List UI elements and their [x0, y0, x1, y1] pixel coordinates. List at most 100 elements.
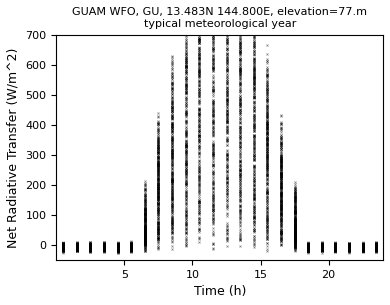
Point — [87, 244, 94, 249]
Point — [223, 0, 230, 1]
Point — [155, 194, 161, 199]
Point — [305, 248, 311, 253]
Point — [101, 243, 107, 248]
Point — [237, 104, 243, 109]
Point — [332, 243, 339, 248]
Point — [60, 243, 66, 248]
Point — [169, 193, 175, 198]
Point — [319, 244, 325, 249]
Point — [101, 242, 107, 247]
Point — [155, 221, 161, 225]
Point — [74, 242, 80, 247]
Point — [305, 244, 311, 249]
Point — [196, 38, 202, 43]
Point — [183, 81, 189, 86]
Point — [251, 183, 257, 188]
Point — [87, 245, 94, 250]
Point — [60, 248, 66, 253]
Point — [251, 101, 257, 106]
Point — [60, 244, 66, 249]
Point — [319, 243, 325, 248]
Point — [319, 245, 325, 250]
Point — [223, 15, 230, 20]
Point — [60, 246, 66, 251]
Point — [142, 204, 148, 209]
Point — [74, 244, 80, 249]
Point — [332, 243, 339, 248]
Point — [319, 243, 325, 248]
Point — [360, 242, 366, 247]
Point — [373, 245, 379, 250]
Point — [74, 245, 80, 249]
Point — [155, 160, 161, 165]
Point — [60, 246, 66, 251]
Point — [319, 245, 325, 250]
Point — [87, 243, 94, 248]
Point — [319, 246, 325, 251]
Point — [210, 1, 216, 6]
Point — [142, 231, 148, 236]
Point — [305, 244, 311, 249]
Point — [210, 44, 216, 49]
Point — [60, 244, 66, 249]
Point — [251, 75, 257, 80]
Point — [373, 243, 379, 248]
Point — [251, 44, 257, 49]
Point — [115, 244, 121, 249]
Point — [155, 233, 161, 238]
Point — [74, 243, 80, 248]
Point — [319, 245, 325, 250]
Point — [223, 220, 230, 225]
Point — [291, 198, 298, 203]
Point — [346, 244, 352, 249]
Point — [115, 246, 121, 251]
Point — [196, 199, 202, 204]
Point — [319, 245, 325, 249]
Point — [155, 170, 161, 174]
Point — [60, 243, 66, 248]
Point — [319, 242, 325, 247]
Point — [373, 246, 379, 250]
Point — [223, 88, 230, 93]
Point — [278, 231, 284, 235]
Point — [223, 45, 230, 50]
Point — [237, 153, 243, 158]
Point — [60, 245, 66, 249]
Point — [128, 246, 134, 251]
Point — [332, 245, 339, 250]
Point — [278, 186, 284, 191]
Point — [251, 80, 257, 85]
Point — [210, 185, 216, 189]
Point — [196, 79, 202, 84]
Point — [155, 207, 161, 212]
Point — [360, 247, 366, 252]
Point — [74, 242, 80, 247]
Point — [169, 182, 175, 187]
Point — [196, 173, 202, 178]
Point — [291, 242, 298, 247]
Point — [183, 77, 189, 82]
Point — [60, 246, 66, 250]
Point — [101, 245, 107, 249]
Point — [223, 131, 230, 136]
Point — [319, 244, 325, 249]
Point — [210, 49, 216, 54]
Point — [87, 242, 94, 247]
Point — [346, 242, 352, 247]
Point — [87, 244, 94, 249]
Point — [60, 242, 66, 247]
Point — [115, 244, 121, 249]
Point — [196, 97, 202, 102]
Point — [87, 246, 94, 250]
Point — [319, 243, 325, 248]
Point — [87, 245, 94, 250]
Point — [223, 40, 230, 45]
Point — [264, 160, 271, 164]
Point — [319, 244, 325, 249]
Point — [115, 245, 121, 250]
Point — [373, 246, 379, 251]
Point — [142, 234, 148, 239]
Point — [183, 39, 189, 44]
Point — [251, 227, 257, 232]
Point — [237, 59, 243, 64]
